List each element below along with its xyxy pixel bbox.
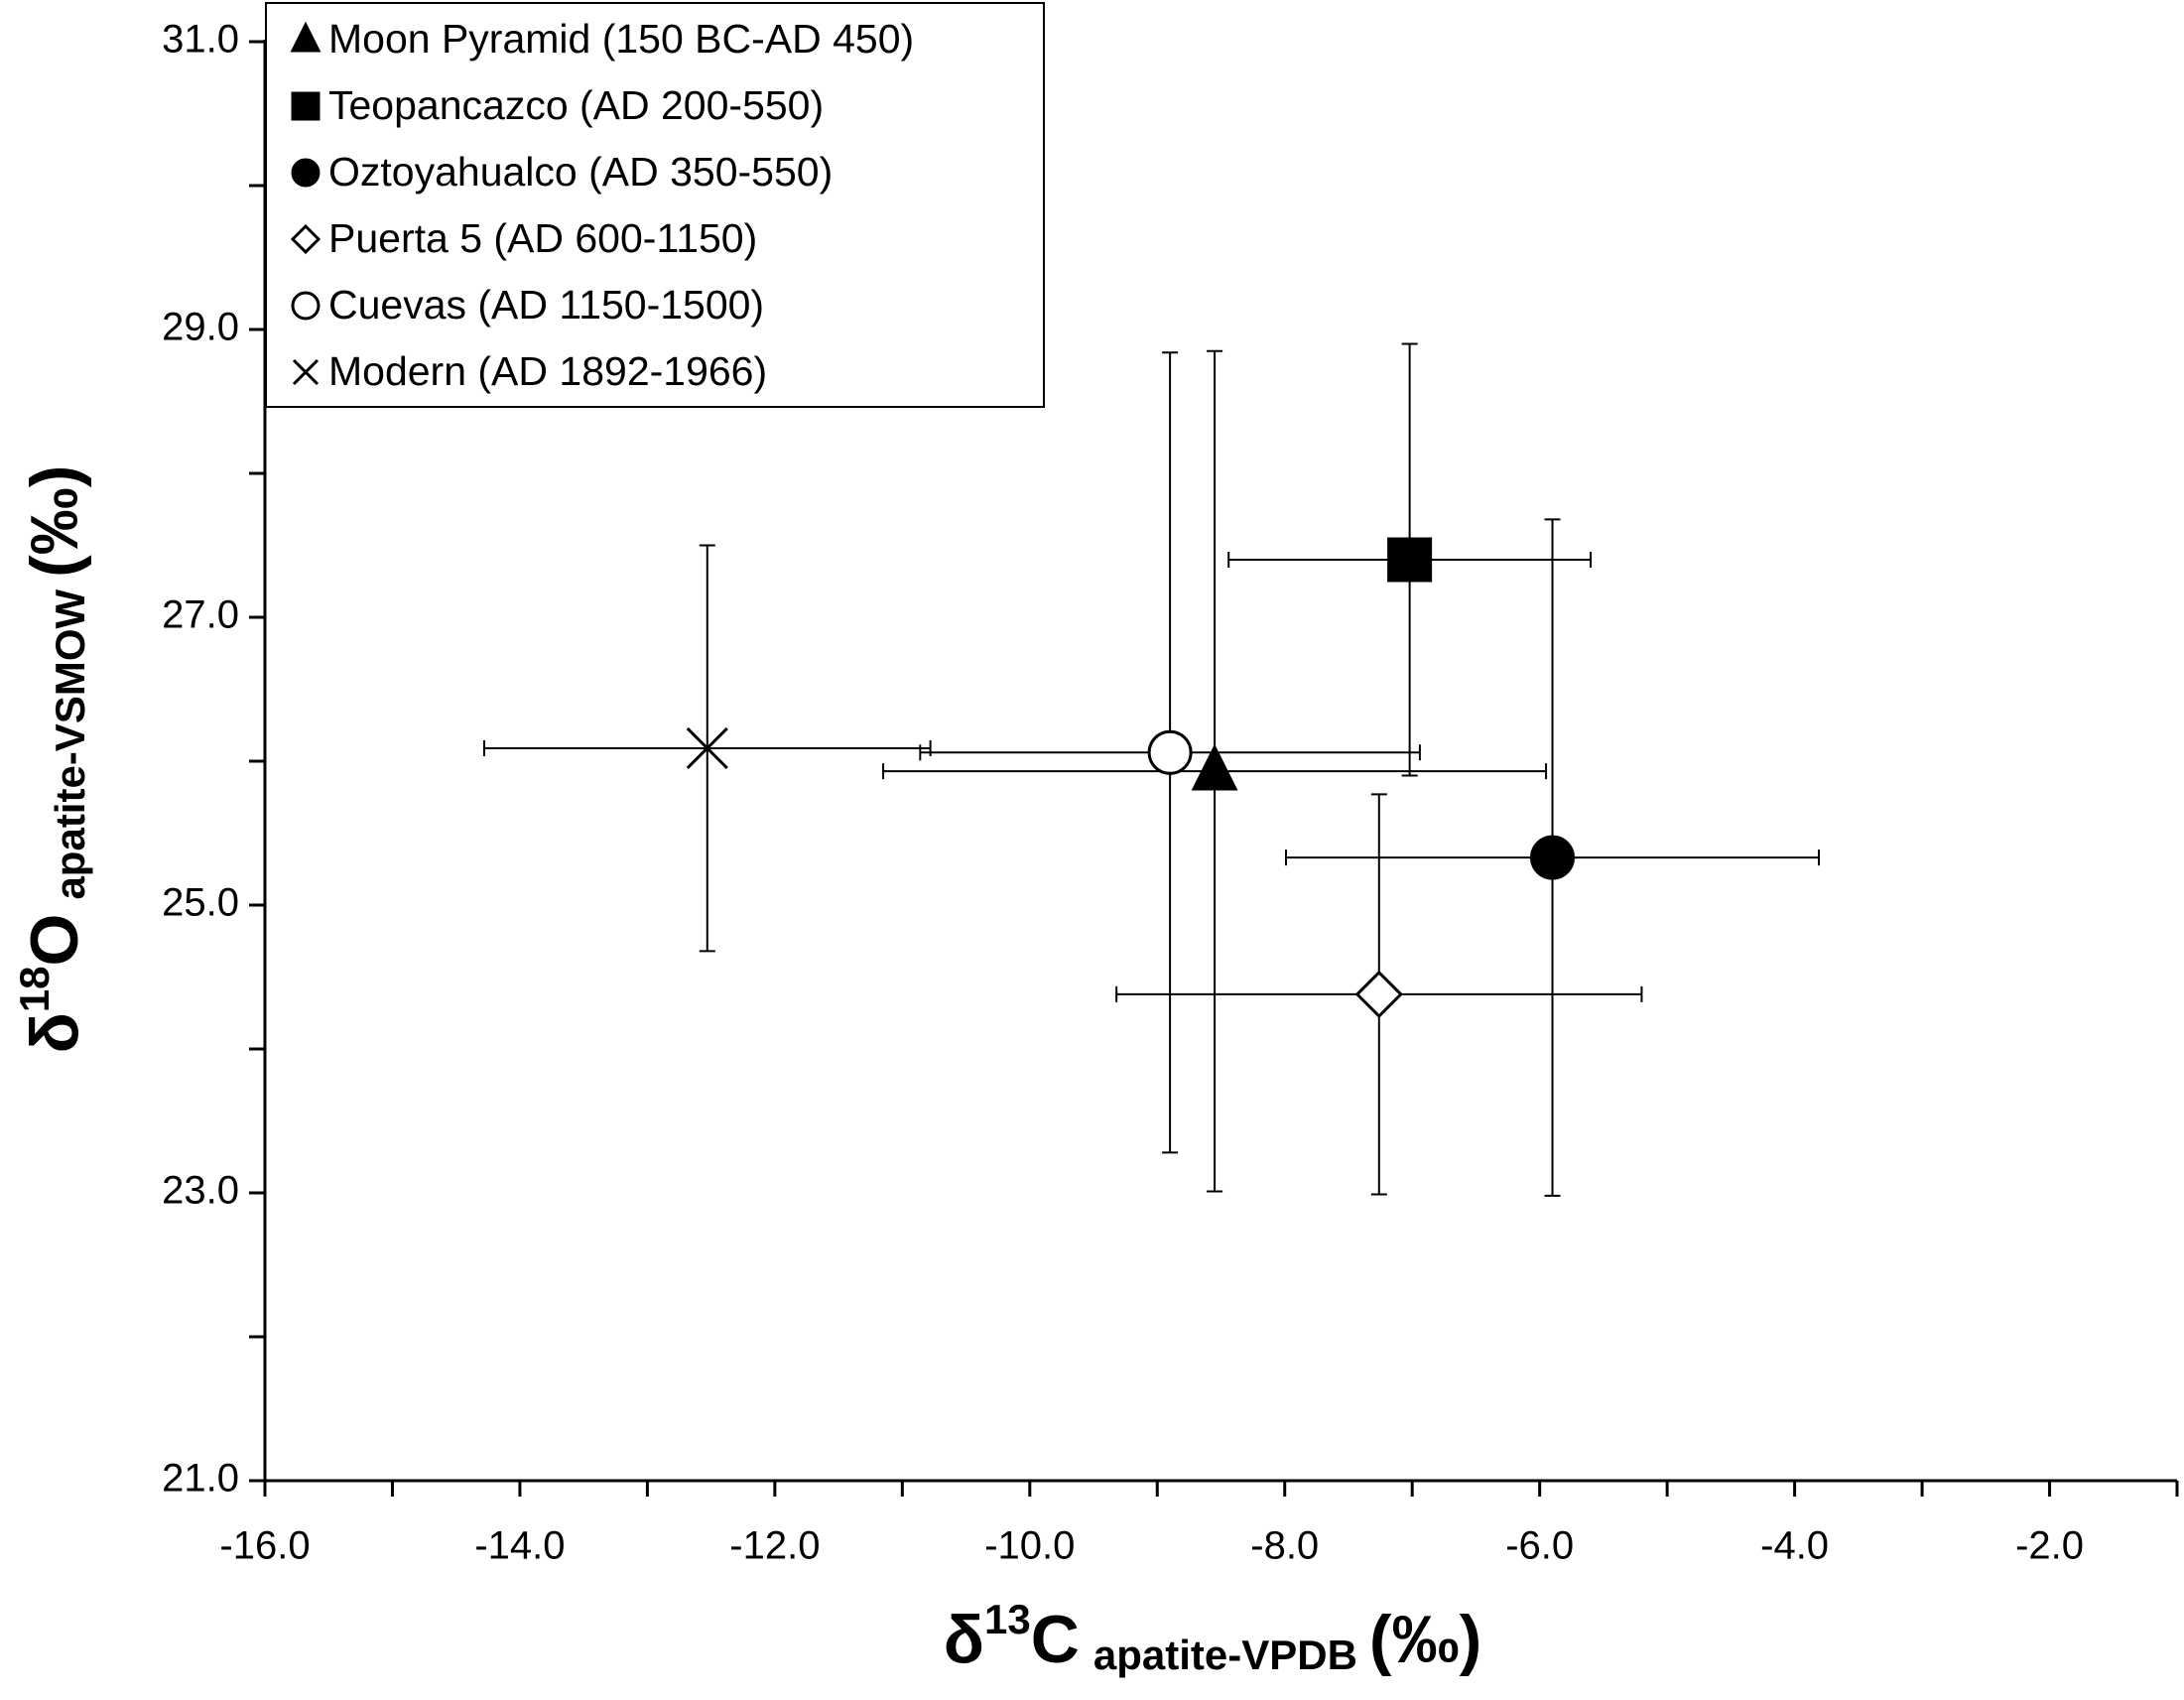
y-axis-label: δ18Oapatite-VSMOW(‰) <box>11 465 93 1054</box>
marker <box>291 158 321 188</box>
marker <box>686 726 728 770</box>
x-tick-label: -2.0 <box>2015 1524 2084 1568</box>
x-tick-label: -16.0 <box>219 1524 310 1568</box>
legend-label: Teopancazco (AD 200-550) <box>328 82 824 128</box>
marker <box>1191 743 1238 791</box>
marker <box>291 291 321 321</box>
y-tick-label: 23.0 <box>162 1169 239 1213</box>
legend-label: Puerta 5 (AD 600-1150) <box>328 215 757 261</box>
marker <box>292 358 320 386</box>
marker <box>290 223 321 255</box>
y-tick-label: 27.0 <box>162 593 239 637</box>
legend-label: Moon Pyramid (150 BC-AD 450) <box>328 16 914 62</box>
x-tick-label: -14.0 <box>474 1524 565 1568</box>
x-tick-label: -6.0 <box>1505 1524 1574 1568</box>
marker <box>290 21 321 53</box>
marker <box>1387 537 1433 583</box>
x-tick-label: -8.0 <box>1250 1524 1319 1568</box>
legend-label: Modern (AD 1892-1966) <box>328 348 767 394</box>
marker <box>1354 970 1403 1019</box>
y-tick-label: 25.0 <box>162 881 239 925</box>
x-tick-label: -12.0 <box>729 1524 820 1568</box>
y-tick-label: 29.0 <box>162 306 239 349</box>
x-axis-label: δ13C apatite-VPDB (‰) <box>944 1596 1481 1678</box>
legend-label: Oztoyahualco (AD 350-550) <box>328 149 833 195</box>
y-tick-label: 31.0 <box>162 18 239 62</box>
legend-box <box>265 2 1045 408</box>
marker <box>1147 729 1193 775</box>
marker <box>1530 835 1576 880</box>
marker <box>291 91 321 121</box>
y-tick-label: 21.0 <box>162 1457 239 1501</box>
legend-label: Cuevas (AD 1150-1500) <box>328 282 764 327</box>
x-tick-label: -4.0 <box>1760 1524 1829 1568</box>
x-tick-label: -10.0 <box>984 1524 1075 1568</box>
